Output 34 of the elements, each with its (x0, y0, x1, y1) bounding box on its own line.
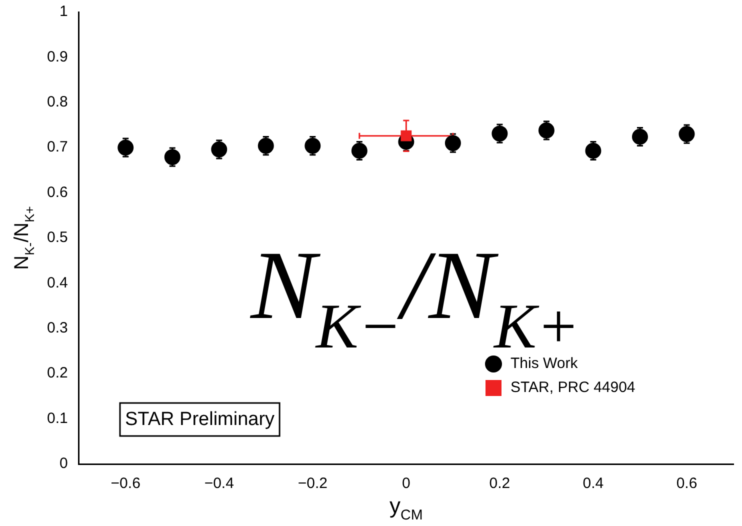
y-tick-label: 0 (60, 455, 68, 472)
point (678, 126, 695, 142)
y-tick-label: 0.9 (46, 48, 68, 66)
point (164, 149, 180, 166)
y-tick-label: 0.6 (46, 184, 68, 201)
annotation: STAR Preliminary (125, 409, 276, 430)
x-tick-label: −0.4 (204, 475, 234, 492)
y-axis-title: NK-/NK+ (11, 206, 37, 270)
y-tick-label: 0.7 (46, 138, 68, 156)
x-tick-label: 0.6 (676, 475, 698, 492)
point (211, 141, 228, 158)
y-tick-label: 0.8 (46, 94, 68, 111)
point (444, 135, 461, 152)
x-tick-label: −0.2 (298, 475, 328, 492)
y-tick-label: 1 (60, 3, 68, 20)
point (400, 130, 412, 142)
point (258, 138, 274, 154)
point (585, 142, 602, 159)
point (118, 140, 134, 156)
point (304, 138, 321, 154)
y-tick-label: 0.3 (46, 320, 68, 337)
point (632, 128, 648, 145)
x-tick-label: 0.2 (489, 475, 510, 492)
point (351, 142, 368, 159)
point (538, 122, 554, 138)
y-tick-label: 0.5 (46, 229, 68, 246)
x-tick-label: 0 (402, 475, 410, 492)
y-tick-label: 0.4 (46, 274, 68, 292)
y-tick-label: 0.2 (46, 364, 68, 382)
x-tick-label: −0.6 (110, 475, 140, 492)
y-tick-label: 0.1 (46, 410, 68, 427)
legend-label: STAR, PRC 44904 (510, 379, 636, 396)
x-tick-label: 0.4 (582, 475, 604, 492)
point (492, 126, 508, 142)
